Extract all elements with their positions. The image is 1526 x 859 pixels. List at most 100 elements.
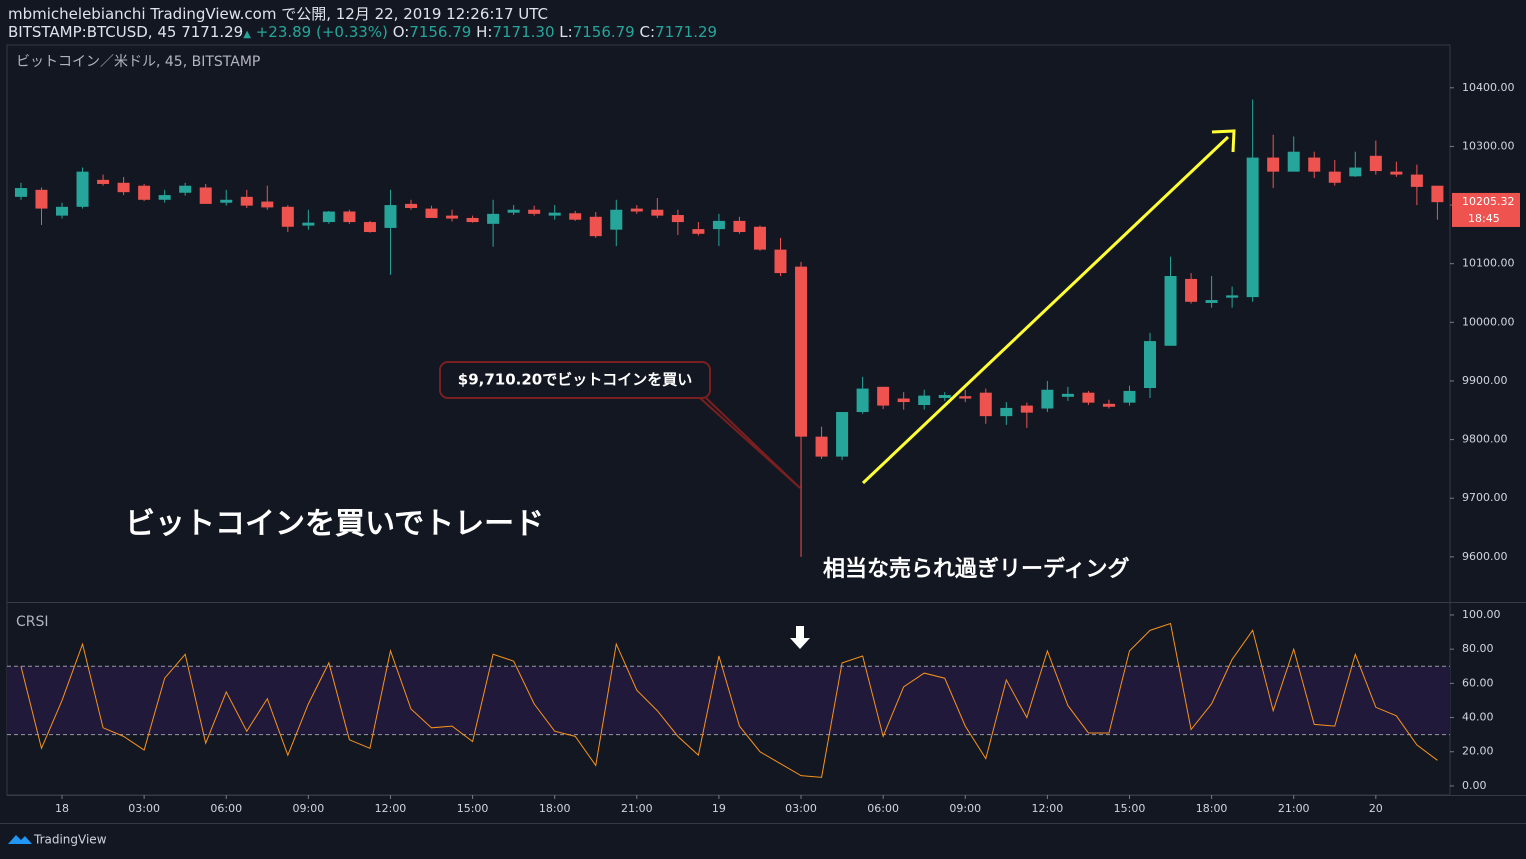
candle-body <box>1369 155 1382 172</box>
candle-body <box>281 206 294 227</box>
candle-body <box>856 388 869 413</box>
candle-body <box>35 189 48 209</box>
marks: 9600.00 9700.00 9800.00 9900.00 10000.00 1010… <box>7 81 1520 815</box>
candle-body <box>1328 171 1341 183</box>
candle-body <box>363 222 376 233</box>
candle-body <box>1410 174 1423 187</box>
candle-body <box>918 395 931 405</box>
quote-line: BITSTAMP:BTCUSD, 45 7171.29▲ +23.89 (+0.… <box>8 23 717 44</box>
candle-body <box>1267 157 1280 172</box>
y-tick-label: 20.00 <box>1462 745 1494 758</box>
crsi-title: CRSI <box>16 614 49 630</box>
candle-body <box>158 195 171 200</box>
x-tick-label: 06:00 <box>210 802 242 815</box>
candle-body <box>1349 167 1362 177</box>
y-tick-label: 100.00 <box>1462 608 1501 621</box>
ohlc-o-label: O: <box>392 23 410 41</box>
candle-body <box>630 208 643 212</box>
candle-body <box>302 222 315 226</box>
candle-body <box>1164 276 1177 346</box>
x-tick-label: 21:00 <box>621 802 653 815</box>
candle-body <box>446 215 459 219</box>
candle-body <box>1431 185 1444 203</box>
candle-body <box>733 220 746 233</box>
candle-body <box>671 215 684 223</box>
candle-body <box>1246 157 1259 298</box>
candle-body <box>487 213 500 224</box>
candle-body <box>1226 295 1239 298</box>
candle-body <box>14 188 27 197</box>
candle-body <box>1000 407 1013 417</box>
candle-body <box>1185 278 1198 302</box>
candle-body <box>877 386 890 406</box>
footer-brand: TradingView <box>33 833 107 847</box>
oversold-note: 相当な売られ過ぎリーディング <box>823 556 1129 582</box>
y-tick-label: 40.00 <box>1462 711 1494 724</box>
candle-body <box>1123 390 1136 403</box>
last-price-tag <box>1452 192 1520 227</box>
x-tick-label: 18:00 <box>1196 802 1228 815</box>
y-tick-label: 80.00 <box>1462 642 1494 655</box>
x-tick-label: 12:00 <box>375 802 407 815</box>
candle-body <box>897 398 910 403</box>
candle-body <box>1144 341 1157 388</box>
candle-body <box>1061 393 1074 397</box>
x-tick-label: 15:00 <box>1114 802 1146 815</box>
y-tick-label: 9900.00 <box>1462 374 1508 387</box>
callout-text: $9,710.20でビットコインを買い <box>458 371 692 389</box>
candle-body <box>589 216 602 237</box>
x-tick-label: 15:00 <box>457 802 489 815</box>
callout-pointer <box>699 397 801 489</box>
x-tick-label: 03:00 <box>785 802 817 815</box>
candle-body <box>1205 300 1218 303</box>
y-tick-label: 10400.00 <box>1462 81 1515 94</box>
y-tick-label: 0.00 <box>1462 779 1487 792</box>
x-tick-label: 06:00 <box>867 802 899 815</box>
candle-body <box>220 199 233 203</box>
band-fill <box>7 666 1450 735</box>
x-tick-label: 18 <box>55 802 69 815</box>
y-tick-label: 9600.00 <box>1462 550 1508 563</box>
y-tick-label: 10300.00 <box>1462 139 1515 152</box>
crsi-line <box>20 622 1438 778</box>
candle-body <box>795 266 808 437</box>
symbol: BITSTAMP:BTCUSD, 45 7171.29 <box>8 23 244 41</box>
ohlc-l: 7156.79 <box>572 23 635 41</box>
x-tick-label: 18:00 <box>539 802 571 815</box>
candle-body <box>528 209 541 214</box>
trend-arrow <box>861 135 1230 485</box>
candle-body <box>425 208 438 218</box>
candle-body <box>712 220 725 230</box>
candle-body <box>76 171 89 207</box>
candle-body <box>938 395 951 398</box>
candle-body <box>836 412 849 457</box>
publisher: mbmichelebianchi TradingView.com で公開, 12… <box>8 5 549 23</box>
y-tick-label: 60.00 <box>1462 676 1494 689</box>
candle-body <box>199 187 212 204</box>
x-tick-label: 09:00 <box>293 802 325 815</box>
candle-body <box>610 209 623 230</box>
candle-body <box>651 209 664 216</box>
ohlc-c: 7171.29 <box>655 23 718 41</box>
x-tick-label: 09:00 <box>949 802 981 815</box>
ohlc-h: 7171.30 <box>492 23 555 41</box>
candle-body <box>343 211 356 223</box>
ohlc-o: 7156.79 <box>409 23 472 41</box>
candle-body <box>753 226 766 250</box>
candle-body <box>507 209 520 213</box>
candle-body <box>815 436 828 457</box>
candle-body <box>1308 157 1321 172</box>
candle-body <box>1020 405 1033 413</box>
down-arrow-icon <box>790 626 810 649</box>
candle-body <box>138 185 151 200</box>
last-price: 10205.32 <box>1462 195 1515 208</box>
header: mbmichelebianchi TradingView.com で公開, 12… <box>8 5 717 44</box>
x-tick-label: 12:00 <box>1032 802 1064 815</box>
candle-body <box>56 206 69 216</box>
candle-body <box>548 212 561 216</box>
candle-body <box>384 205 397 228</box>
y-tick-label: 10100.00 <box>1462 257 1515 270</box>
tv-logo <box>8 835 32 844</box>
pane-title: ビットコイン／米ドル, 45, BITSTAMP <box>16 54 260 70</box>
